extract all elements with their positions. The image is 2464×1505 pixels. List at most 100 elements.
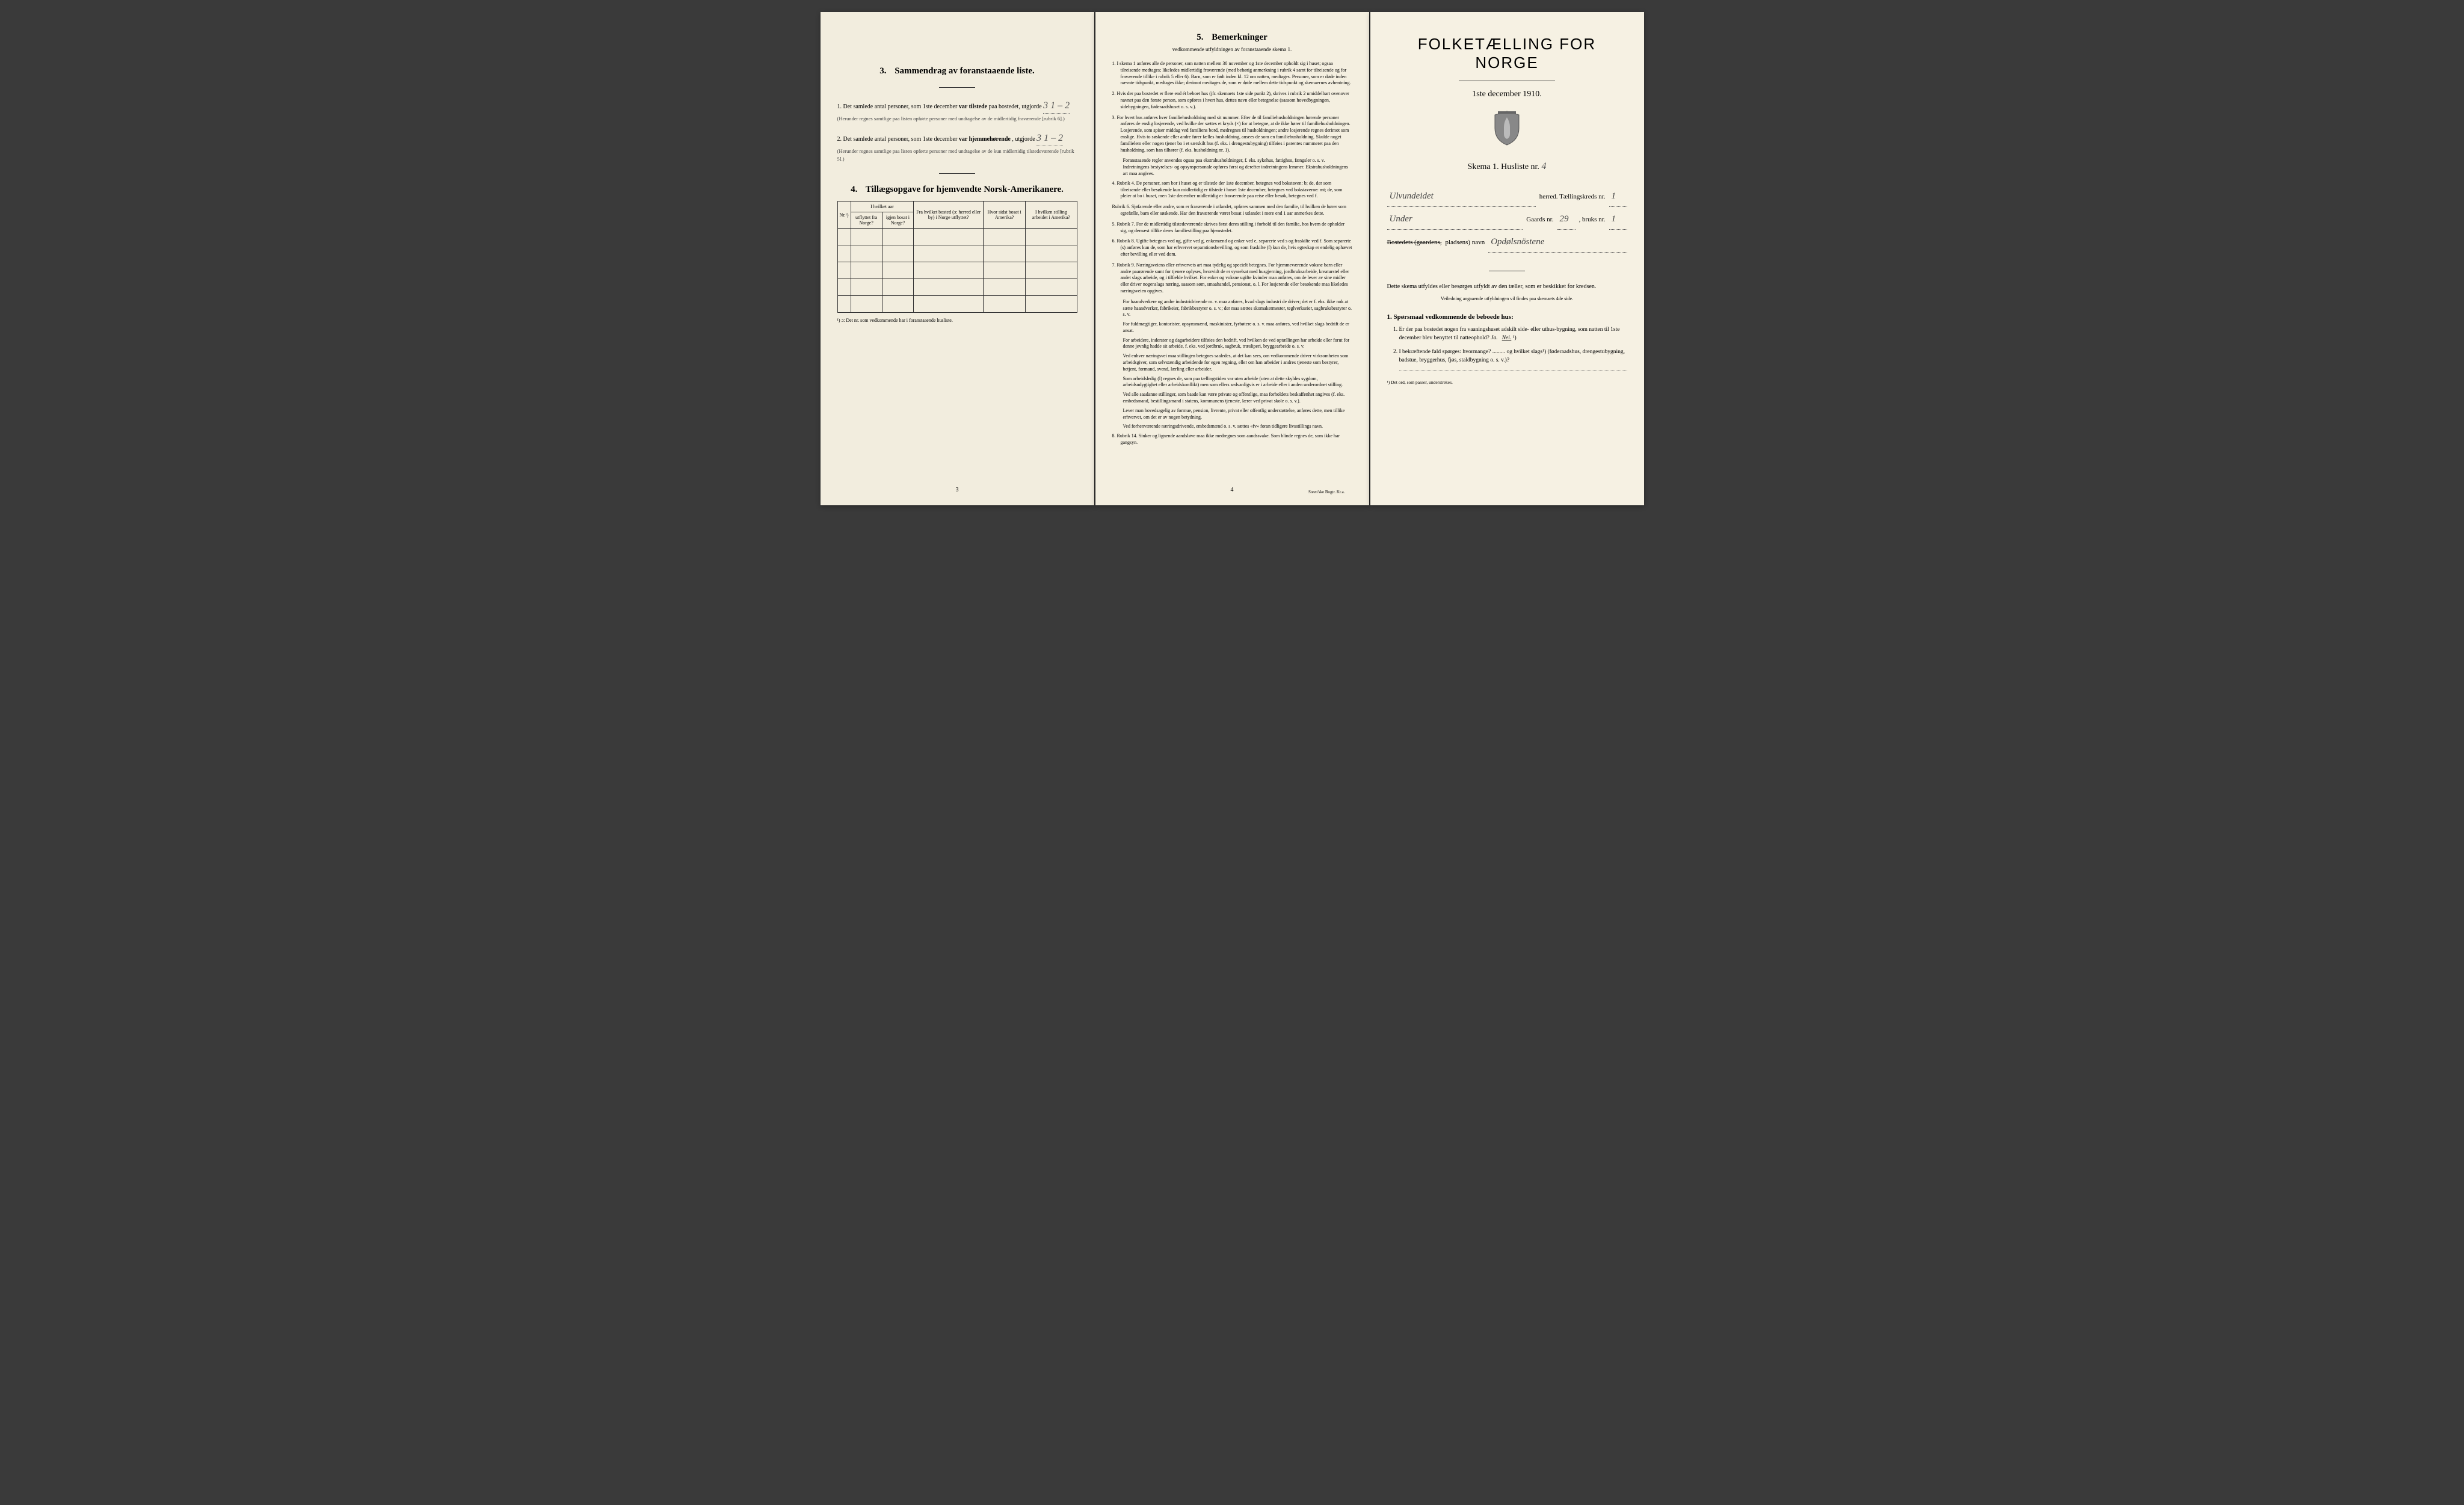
remark-item: Lever man hovedsagelig av formue, pensio… xyxy=(1112,408,1352,421)
instruction-1: Dette skema utfyldes eller besørges utfy… xyxy=(1387,282,1627,291)
q1-lead: 1. Det samlede antal personer, som 1ste … xyxy=(837,103,959,110)
q1-bold: var tilstede xyxy=(959,103,987,110)
remark-item: Ved alle saadanne stillinger, som baade … xyxy=(1112,392,1352,405)
page-4: 5. Bemerkninger vedkommende utfyldningen… xyxy=(1095,12,1369,505)
remark-item: 4. Rubrik 4. De personer, som bor i huse… xyxy=(1112,180,1352,200)
th-returned: igjen bosat i Norge? xyxy=(882,212,914,229)
main-title: FOLKETÆLLING FOR NORGE xyxy=(1387,35,1627,72)
line2-value: Under xyxy=(1387,209,1523,230)
title-page: FOLKETÆLLING FOR NORGE 1ste december 191… xyxy=(1370,12,1644,505)
remark-item: 1. I skema 1 anføres alle de personer, s… xyxy=(1112,61,1352,87)
remark-item: For arbeidere, inderster og dagarbeidere… xyxy=(1112,337,1352,351)
page-number: 3 xyxy=(956,487,959,493)
th-job: I hvilken stilling arbeidet i Amerika? xyxy=(1026,202,1077,229)
question-heading: 1. Spørsmaal vedkommende de beboede hus: xyxy=(1387,313,1627,321)
q2-lead: 2. Det samlede antal personer, som 1ste … xyxy=(837,136,959,143)
skema-value: 4 xyxy=(1541,161,1546,171)
instruction-2: Veiledning angaaende utfyldningen vil fi… xyxy=(1387,296,1627,301)
remarks-list: 1. I skema 1 anføres alle de personer, s… xyxy=(1112,61,1352,446)
census-date: 1ste december 1910. xyxy=(1387,90,1627,99)
table-row xyxy=(837,229,1077,245)
americans-table: Nr.¹) I hvilket aar Fra hvilket bosted (… xyxy=(837,201,1077,313)
remark-item: For fuldmægtiger, kontorister, opsynsmæn… xyxy=(1112,321,1352,334)
footnote: ¹) Det ord, som passer, understrekes. xyxy=(1387,380,1627,385)
q1-ja: Ja. xyxy=(1491,335,1497,341)
q2-paren: (Herunder regnes samtlige paa listen opf… xyxy=(837,147,1077,163)
section-4-num: 4. xyxy=(851,185,857,194)
table-head: Nr.¹) I hvilket aar Fra hvilket bosted (… xyxy=(837,202,1077,229)
crest-icon xyxy=(1492,110,1522,146)
table-body xyxy=(837,229,1077,313)
remark-item: Ved forhenværende næringsdrivende, embed… xyxy=(1112,423,1352,430)
section-5-num: 5. xyxy=(1197,32,1203,42)
question-1: Er der paa bostedet nogen fra vaaningshu… xyxy=(1399,325,1627,343)
section-5-title-text: Bemerkninger xyxy=(1212,32,1267,42)
q1-tail: paa bostedet, utgjorde xyxy=(989,103,1044,110)
question-2: I bekræftende fald spørges: hvormange? .… xyxy=(1399,348,1627,372)
table-row xyxy=(837,296,1077,313)
gaards-label: Gaards nr. xyxy=(1526,212,1553,227)
plads-value: Opdølsnöstene xyxy=(1488,232,1627,253)
summary-q1: 1. Det samlede antal personer, som 1ste … xyxy=(837,99,1077,123)
section-3-title-text: Sammendrag av foranstaaende liste. xyxy=(895,66,1035,76)
printer-mark: Steen'ske Bogtr. Kr.a. xyxy=(1308,490,1345,494)
section-5-title: 5. Bemerkninger xyxy=(1112,32,1352,43)
coat-of-arms xyxy=(1387,110,1627,149)
table-row xyxy=(837,245,1077,262)
table-row xyxy=(837,262,1077,279)
q2-value: 3 1 – 2 xyxy=(1036,131,1063,146)
section-3-num: 3. xyxy=(879,66,886,76)
remark-item: Ved enhver næringsvei maa stillingen bet… xyxy=(1112,353,1352,372)
bruks-value: 1 xyxy=(1609,209,1627,230)
th-from: Fra hvilket bosted (ɔ: herred eller by) … xyxy=(914,202,984,229)
struck-text: Bostedets (gaardens, xyxy=(1387,235,1442,250)
q2-bold: var hjemmehørende xyxy=(959,136,1011,143)
section-5-subtitle: vedkommende utfyldningen av foranstaaend… xyxy=(1112,46,1352,52)
section-4-title-text: Tillægsopgave for hjemvendte Norsk-Ameri… xyxy=(866,185,1064,194)
page-3: 3. Sammendrag av foranstaaende liste. 1.… xyxy=(821,12,1094,505)
gaard-row: Under Gaards nr. 29 , bruks nr. 1 xyxy=(1387,209,1627,230)
th-emigrated: utflyttet fra Norge? xyxy=(851,212,882,229)
q1-value: 3 1 – 2 xyxy=(1043,99,1070,114)
question-block: 1. Spørsmaal vedkommende de beboede hus:… xyxy=(1387,313,1627,371)
summary-q2: 2. Det samlede antal personer, som 1ste … xyxy=(837,131,1077,163)
bruks-label: , bruks nr. xyxy=(1579,212,1606,227)
section-3-title: 3. Sammendrag av foranstaaende liste. xyxy=(837,66,1077,76)
table-footnote: ¹) ɔ: Det nr. som vedkommende har i fora… xyxy=(837,318,1077,323)
remark-item: For haandverkere og andre industridriven… xyxy=(1112,299,1352,318)
skema-line: Skema 1. Husliste nr. 4 xyxy=(1387,161,1627,172)
q1-nei: Nei. xyxy=(1502,335,1512,341)
rule xyxy=(939,87,975,88)
th-where: Hvor sidst bosat i Amerika? xyxy=(984,202,1026,229)
gaards-value: 29 xyxy=(1557,209,1575,230)
herred-value: Ulvundeidet xyxy=(1387,186,1536,207)
remark-item: 6. Rubrik 8. Ugifte betegnes ved ug, gif… xyxy=(1112,238,1352,257)
remark-item: 3. For hvert hus anføres hver familiehus… xyxy=(1112,115,1352,154)
page-number: 4 xyxy=(1231,487,1234,493)
th-year: I hvilket aar xyxy=(851,202,914,212)
table-row xyxy=(837,279,1077,296)
q2-tail: , utgjorde xyxy=(1012,136,1036,143)
remark-item: 8. Rubrik 14. Sinker og lignende aandslø… xyxy=(1112,433,1352,446)
remark-item: Som arbeidsledig (l) regnes de, som paa … xyxy=(1112,376,1352,389)
q1-sup: ¹) xyxy=(1513,335,1517,341)
plads-row: Bostedets (gaardens, pladsens) navn Opdø… xyxy=(1387,232,1627,253)
skema-label: Skema 1. Husliste nr. xyxy=(1468,162,1539,171)
remark-item: 2. Hvis der paa bostedet er flere end ét… xyxy=(1112,91,1352,110)
section-4-title: 4. Tillægsopgave for hjemvendte Norsk-Am… xyxy=(837,185,1077,195)
document-spread: 3. Sammendrag av foranstaaende liste. 1.… xyxy=(821,12,1644,505)
question-list: Er der paa bostedet nogen fra vaaningshu… xyxy=(1387,325,1627,371)
remark-item: Foranstaaende regler anvendes ogsaa paa … xyxy=(1112,158,1352,177)
q1-paren: (Herunder regnes samtlige paa listen opf… xyxy=(837,115,1077,123)
kreds-value: 1 xyxy=(1609,186,1627,207)
q2-text: I bekræftende fald spørges: hvormange? .… xyxy=(1399,349,1625,363)
remark-item: 7. Rubrik 9. Næringsveiens eller erhverv… xyxy=(1112,262,1352,295)
plads-label: pladsens) navn xyxy=(1446,235,1485,250)
th-nr: Nr.¹) xyxy=(837,202,851,229)
rule xyxy=(939,173,975,174)
remark-item: Rubrik 6. Sjøfarende eller andre, som er… xyxy=(1112,204,1352,217)
herred-row: Ulvundeidet herred. Tællingskreds nr. 1 xyxy=(1387,186,1627,207)
herred-label: herred. Tællingskreds nr. xyxy=(1539,189,1606,204)
form-fields: Ulvundeidet herred. Tællingskreds nr. 1 … xyxy=(1387,186,1627,253)
remark-item: 5. Rubrik 7. For de midlertidig tilstede… xyxy=(1112,221,1352,235)
